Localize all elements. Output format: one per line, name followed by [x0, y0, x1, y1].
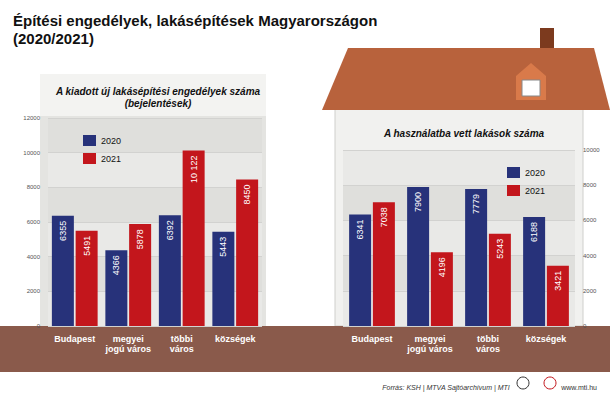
svg-text:2021: 2021 — [101, 154, 121, 164]
svg-text:6000: 6000 — [27, 219, 41, 225]
svg-text:4196: 4196 — [437, 257, 447, 277]
svg-text:0: 0 — [583, 323, 587, 329]
svg-text:megyei: megyei — [414, 334, 445, 344]
svg-text:községek: községek — [526, 334, 568, 344]
svg-text:7900: 7900 — [413, 192, 423, 212]
svg-text:A használatba vett lakások szá: A használatba vett lakások száma — [383, 128, 545, 139]
svg-text:2020: 2020 — [525, 168, 545, 178]
svg-text:5878: 5878 — [135, 229, 145, 249]
svg-text:6341: 6341 — [355, 219, 365, 239]
svg-text:Építési engedélyek, lakásépíté: Építési engedélyek, lakásépítések Magyar… — [13, 12, 377, 29]
svg-text:4000: 4000 — [27, 254, 41, 260]
svg-text:8450: 8450 — [242, 185, 252, 205]
svg-text:8000: 8000 — [27, 184, 41, 190]
svg-text:Forrás: KSH | MTVA Sajtóarchív: Forrás: KSH | MTVA Sajtóarchívum | MTI — [382, 384, 510, 392]
svg-text:6000: 6000 — [583, 217, 597, 223]
svg-text:községek: községek — [215, 334, 257, 344]
svg-text:0: 0 — [37, 323, 41, 329]
svg-text:5443: 5443 — [218, 237, 228, 257]
svg-text:10000: 10000 — [23, 150, 40, 156]
svg-text:6392: 6392 — [165, 220, 175, 240]
svg-text:3421: 3421 — [553, 271, 563, 291]
svg-text:5243: 5243 — [495, 239, 505, 259]
svg-text:2020: 2020 — [101, 136, 121, 146]
svg-text:jogú város: jogú város — [406, 344, 453, 354]
svg-text:Budapest: Budapest — [351, 334, 392, 344]
svg-text:(2020/2021): (2020/2021) — [13, 30, 94, 47]
svg-text:2021: 2021 — [525, 186, 545, 196]
svg-text:12000: 12000 — [23, 115, 40, 121]
svg-text:6188: 6188 — [529, 222, 539, 242]
svg-text:7779: 7779 — [471, 194, 481, 214]
svg-text:többi: többi — [477, 334, 499, 344]
svg-text:város: város — [476, 344, 500, 354]
svg-text:7038: 7038 — [379, 207, 389, 227]
svg-text:város: város — [170, 344, 194, 354]
svg-text:10000: 10000 — [583, 147, 600, 153]
svg-text:4000: 4000 — [583, 253, 597, 259]
svg-text:4366: 4366 — [111, 255, 121, 275]
svg-text:(bejelentések): (bejelentések) — [125, 98, 192, 109]
svg-text:jogú város: jogú város — [104, 344, 151, 354]
svg-text:5491: 5491 — [82, 236, 92, 256]
svg-text:Budapest: Budapest — [54, 334, 95, 344]
svg-text:8000: 8000 — [583, 182, 597, 188]
svg-text:megyei: megyei — [113, 334, 144, 344]
svg-text:többi: többi — [171, 334, 193, 344]
svg-text:6355: 6355 — [58, 221, 68, 241]
svg-text:A kiadott új lakásépítési enge: A kiadott új lakásépítési engedélyek szá… — [55, 86, 261, 97]
svg-text:www.mti.hu: www.mti.hu — [560, 384, 597, 391]
svg-text:2000: 2000 — [27, 288, 41, 294]
svg-text:2000: 2000 — [583, 288, 597, 294]
svg-text:10 122: 10 122 — [189, 156, 199, 184]
